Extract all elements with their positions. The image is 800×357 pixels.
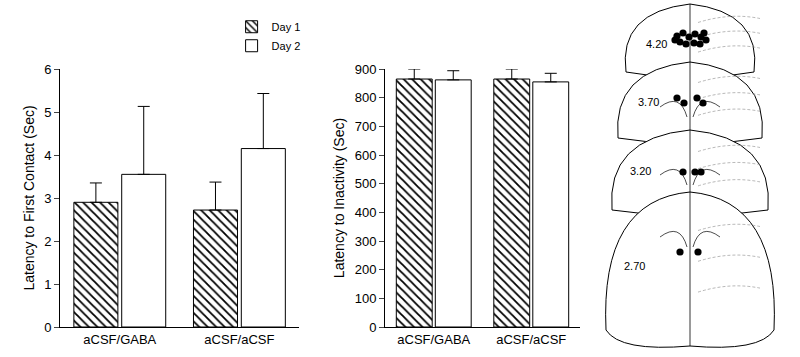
svg-text:100: 100 xyxy=(355,291,377,306)
svg-text:3.70: 3.70 xyxy=(638,96,659,108)
svg-text:5: 5 xyxy=(44,105,51,120)
svg-text:700: 700 xyxy=(355,119,377,134)
svg-text:1: 1 xyxy=(44,277,51,292)
svg-text:Day 1: Day 1 xyxy=(272,21,301,33)
svg-text:0: 0 xyxy=(44,320,51,335)
svg-text:Latency to First Contact (Sec): Latency to First Contact (Sec) xyxy=(21,105,37,290)
svg-text:3.20: 3.20 xyxy=(630,165,651,177)
svg-text:2.70: 2.70 xyxy=(624,260,645,272)
svg-text:aCSF/aCSF: aCSF/aCSF xyxy=(204,332,274,347)
svg-text:0: 0 xyxy=(369,320,376,335)
svg-text:400: 400 xyxy=(355,205,377,220)
svg-text:4: 4 xyxy=(44,148,51,163)
svg-text:600: 600 xyxy=(355,148,377,163)
svg-text:aCSF/GABA: aCSF/GABA xyxy=(397,332,470,347)
svg-text:800: 800 xyxy=(355,90,377,105)
svg-text:300: 300 xyxy=(355,234,377,249)
svg-text:500: 500 xyxy=(355,176,377,191)
svg-text:aCSF/GABA: aCSF/GABA xyxy=(83,332,156,347)
svg-text:Day 2: Day 2 xyxy=(272,40,301,52)
svg-text:aCSF/aCSF: aCSF/aCSF xyxy=(496,332,566,347)
svg-text:2: 2 xyxy=(44,234,51,249)
svg-text:200: 200 xyxy=(355,262,377,277)
svg-text:4.20: 4.20 xyxy=(646,38,667,50)
svg-text:900: 900 xyxy=(355,62,377,77)
svg-text:3: 3 xyxy=(44,191,51,206)
svg-text:Latency to Inactivity (Sec): Latency to Inactivity (Sec) xyxy=(331,118,347,278)
svg-text:6: 6 xyxy=(44,62,51,77)
